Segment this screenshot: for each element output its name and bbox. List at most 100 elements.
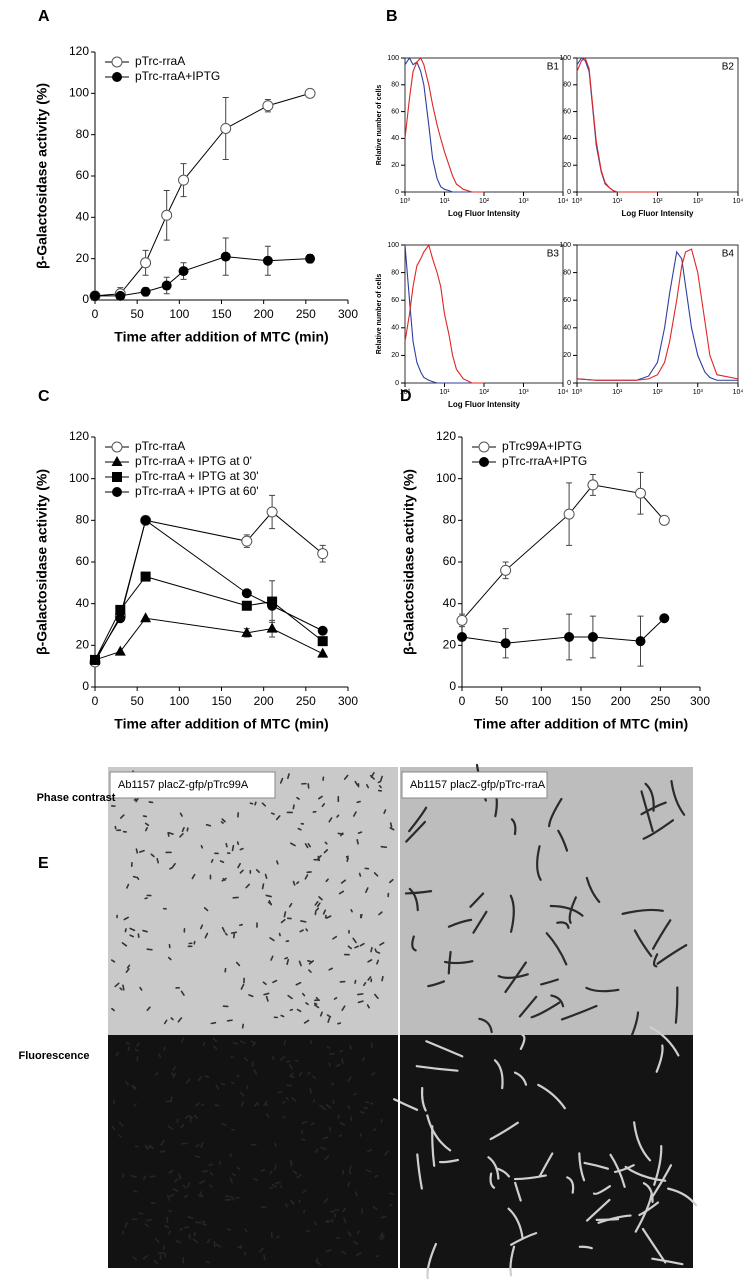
y-tick-label: 100 [559,242,571,249]
series-line [576,57,658,193]
cell [366,1004,370,1009]
cell [184,1115,190,1119]
cell [378,784,382,789]
cell [204,1075,210,1079]
x-tick-label: 150 [211,307,231,321]
cell [289,1161,293,1167]
cell [239,923,243,927]
cell [266,1113,270,1118]
cell [167,1125,173,1130]
cell [339,1122,346,1126]
cell [144,1144,149,1151]
cell [163,1019,168,1025]
cell [123,916,129,921]
cell [191,873,196,880]
x-tick-label: 250 [650,694,670,708]
y-tick-label: 20 [563,162,571,169]
legend-marker [111,456,123,466]
cell [187,1182,191,1188]
cell [146,948,153,951]
cell [194,1155,201,1159]
cell [388,878,394,884]
cell [270,812,275,815]
x-tick-label: 250 [296,307,316,321]
marker [304,87,316,99]
cell [289,1072,294,1077]
marker [456,614,468,626]
legend-marker [479,457,489,467]
cell [313,1004,320,1009]
subplot-title: B3 [547,249,560,260]
marker [587,632,598,642]
cell [408,806,428,833]
cell [280,1014,285,1018]
y-tick-label: 60 [76,554,90,568]
cell [167,956,172,961]
cell [585,986,620,993]
x-axis-label: Log Fluor Intensity [448,400,521,409]
series-line [461,617,665,644]
cell [131,1084,137,1089]
marker [178,266,189,277]
y-tick-label: 120 [69,429,89,443]
series-line [576,250,738,381]
cell [349,1044,352,1050]
cell [127,1046,130,1052]
cell [279,1185,283,1189]
y-tick-label: 60 [563,108,571,115]
cell [209,1184,213,1188]
y-axis-label: Relative number of cells [376,85,383,166]
cell [126,964,131,969]
cell [138,849,145,853]
marker [140,286,151,297]
y-tick-label: 20 [76,251,90,265]
cell [226,1228,232,1231]
cell [285,1097,290,1101]
cell [513,1071,528,1086]
cell [314,901,319,906]
cell [426,1114,452,1152]
cell [241,1100,244,1107]
marker [220,251,231,262]
cell [509,1245,516,1277]
cell [194,1102,200,1107]
cell [290,1199,295,1205]
x-tick-label: 200 [254,307,274,321]
cell [239,869,244,874]
marker [161,209,173,221]
cell [359,914,363,919]
y-tick-label: 20 [443,638,457,652]
cell [271,1184,278,1188]
y-tick-label: 40 [76,210,90,224]
x-tick-label: 10³ [693,389,704,396]
cell [592,1185,612,1195]
cell [300,1129,304,1134]
marker [140,257,152,269]
cell [638,1201,660,1217]
y-tick-label: 0 [449,679,456,693]
cell [404,890,433,895]
legend-label: pTrc-rraA + IPTG at 60' [135,484,259,498]
cell [144,827,148,832]
cell [355,1252,362,1257]
cell [206,1238,211,1244]
cell [179,1227,183,1232]
cell [325,878,329,883]
cell [265,995,269,1002]
cell [478,1017,493,1034]
cell [132,875,137,879]
cell [172,1066,176,1071]
y-tick-label: 20 [391,352,399,359]
cell [652,919,672,950]
y-tick-label: 0 [395,380,399,387]
cell [205,1260,210,1264]
x-tick-label: 50 [130,307,144,321]
cell [241,1023,244,1029]
cell [210,1021,217,1025]
cell [303,1209,306,1214]
cell [411,935,417,952]
cell [144,822,150,827]
cell [136,876,140,881]
cell [172,1187,179,1193]
